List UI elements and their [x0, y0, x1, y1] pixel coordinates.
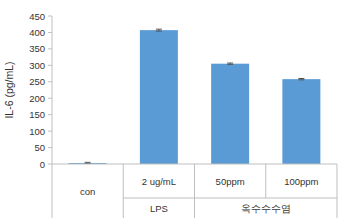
error-cap — [298, 78, 304, 79]
y-tick — [48, 98, 52, 99]
bar — [211, 64, 249, 164]
x-tick-label: 100ppm — [284, 176, 318, 187]
group-label: LPS — [150, 203, 168, 214]
category-separator — [337, 164, 338, 218]
error-cap — [85, 162, 91, 163]
category-separator — [123, 164, 124, 218]
y-tick — [48, 81, 52, 82]
error-cap — [156, 29, 162, 30]
y-tick — [48, 131, 52, 132]
bar — [140, 30, 178, 164]
y-tick — [48, 147, 52, 148]
y-tick-label: 250 — [29, 76, 45, 87]
y-tick — [48, 164, 52, 165]
y-tick-label: 300 — [29, 60, 45, 71]
x-tick-label: 2 ug/mL — [142, 176, 176, 187]
y-tick-label: 50 — [34, 142, 45, 153]
y-tick-label: 150 — [29, 109, 45, 120]
y-tick-label: 400 — [29, 27, 45, 38]
y-tick — [48, 32, 52, 33]
y-tick-label: 200 — [29, 93, 45, 104]
category-separator — [52, 164, 53, 218]
error-cap — [156, 31, 162, 32]
x-tick-label: 50ppm — [216, 176, 245, 187]
bars — [69, 29, 321, 164]
error-cap — [227, 63, 233, 64]
error-cap — [227, 64, 233, 65]
y-tick — [48, 48, 52, 49]
y-tick — [48, 65, 52, 66]
y-tick-label: 350 — [29, 43, 45, 54]
category-separator — [194, 164, 195, 218]
x-tick-label: con — [80, 186, 95, 197]
category-separator — [265, 164, 266, 198]
group-label: 옥수수수염 — [241, 203, 291, 214]
y-tick — [48, 114, 52, 115]
group-separator — [195, 198, 338, 199]
error-cap — [298, 79, 304, 80]
group-separator — [123, 198, 194, 199]
y-tick-label: 0 — [40, 159, 45, 170]
y-axis-label: IL-6 (pg/mL) — [3, 61, 15, 118]
y-axis — [52, 16, 53, 164]
y-tick-label: 450 — [29, 11, 45, 22]
bar — [282, 79, 320, 164]
y-tick — [48, 16, 52, 17]
chart: 0 50 100 150 200 250 300 350 400 450 IL-6 (pg/mL) c… — [0, 0, 344, 218]
y-tick-label: 100 — [29, 126, 45, 137]
